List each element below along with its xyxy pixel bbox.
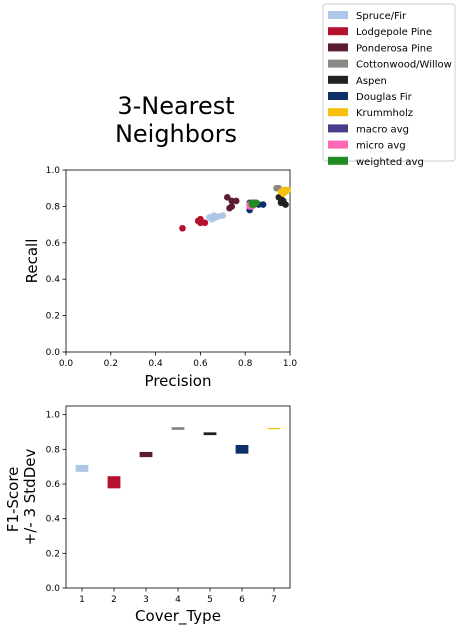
bar-ylabel-line-1: F1-Score (4, 467, 22, 533)
scatter-point (259, 201, 267, 208)
scatter-ytick-label: 0.8 (46, 202, 61, 212)
legend-label: Cottonwood/Willow (356, 60, 452, 71)
bar-ytick-label: 0.0 (46, 584, 61, 594)
scatter-point (197, 219, 204, 227)
legend-label: Ponderosa Pine (356, 43, 432, 54)
scatter-xtick-label: 0.4 (148, 359, 163, 369)
scatter-point (226, 204, 233, 212)
scatter-xlabel: Precision (145, 372, 212, 390)
scatter-point (248, 201, 256, 208)
f1-range-bar (139, 451, 153, 458)
bar-ytick-label: 0.2 (46, 549, 60, 559)
bar-xtick-label: 1 (79, 595, 85, 605)
legend-swatch (328, 124, 348, 133)
legend-swatch (328, 75, 348, 84)
scatter-point (219, 212, 227, 219)
legend-label: macro avg (356, 124, 409, 135)
legend-swatch (328, 156, 348, 165)
scatter-xtick-label: 0.2 (104, 359, 118, 369)
f1-score-chart: 1 2 3 4 5 6 7 0.0 0.2 0.4 0.6 0.8 1.0 Cover_Type F1-… (4, 405, 291, 626)
legend-label: Spruce/Fir (356, 11, 407, 22)
bar-ytick-label: 0.8 (46, 445, 61, 455)
legend-swatch (328, 108, 348, 117)
scatter-point (210, 214, 218, 222)
scatter-point (232, 197, 240, 205)
bar-xtick-label: 3 (143, 595, 149, 605)
scatter-ytick-label: 1.0 (46, 166, 61, 176)
legend-label: weighted avg (356, 157, 424, 168)
legend-swatch (328, 140, 348, 149)
scatter-ytick-label: 0.4 (46, 275, 61, 285)
legend-frame (322, 3, 456, 162)
scatter-ytick-label: 0.6 (46, 239, 61, 249)
legend-label: Aspen (356, 76, 387, 87)
scatter-xtick-label: 0.8 (238, 359, 253, 369)
f1-range-bar (267, 428, 281, 430)
scatter-ytick-label: 0.0 (46, 348, 61, 358)
scatter-point (284, 186, 292, 194)
legend-swatch (328, 27, 348, 36)
scatter-point (279, 190, 287, 197)
bar-xtick-label: 5 (207, 595, 213, 605)
f1-range-bar (75, 464, 89, 472)
bar-xtick-label: 2 (111, 595, 117, 605)
f1-range-bar (107, 476, 121, 489)
legend-label: Douglas Fir (356, 92, 413, 103)
bar-ytick-label: 0.6 (46, 480, 61, 490)
f1-range-bar (235, 445, 249, 454)
bar-xtick-label: 6 (239, 595, 245, 605)
bar-xlabel: Cover_Type (135, 607, 221, 626)
legend-swatch (328, 43, 348, 52)
legend-swatch (328, 59, 348, 68)
bar-axes-frame (65, 405, 291, 589)
scatter-point (223, 194, 231, 201)
legend-swatch (328, 11, 348, 19)
legend-label: Krummholz (356, 108, 413, 119)
legend-label: Lodgepole Pine (356, 27, 432, 38)
precision-recall-scatter: 0.0 0.2 0.4 0.6 0.8 1.0 0.0 0.2 0.4 0.6 0.8 1.0 Pre… (23, 166, 297, 390)
bar-xtick-label: 4 (175, 595, 181, 605)
bar-ytick-label: 1.0 (46, 411, 61, 421)
bar-xtick-label: 7 (271, 595, 277, 605)
legend-label: micro avg (356, 141, 406, 152)
legend: Spruce/Fir Lodgepole Pine Ponderosa Pine Co… (322, 3, 456, 168)
scatter-point (282, 201, 289, 208)
scatter-point (277, 195, 285, 203)
scatter-axes-frame (65, 169, 291, 353)
scatter-xtick-label: 0.6 (193, 359, 208, 369)
f1-range-bar (171, 427, 185, 430)
chart-title-line-2: Neighbors (115, 120, 237, 148)
bar-ylabel: F1-Score +/- 3 StdDev (4, 449, 39, 546)
f1-range-bar (203, 432, 217, 436)
scatter-xtick-label: 0.0 (59, 359, 74, 369)
bar-ytick-label: 0.4 (46, 515, 61, 525)
bar-ylabel-line-2: +/- 3 StdDev (21, 449, 39, 546)
scatter-point (179, 224, 186, 232)
scatter-xtick-label: 1.0 (283, 359, 298, 369)
scatter-ylabel: Recall (23, 239, 41, 284)
chart-title-line-1: 3-Nearest (117, 92, 234, 120)
scatter-ytick-label: 0.2 (46, 312, 60, 322)
legend-swatch (328, 92, 348, 100)
